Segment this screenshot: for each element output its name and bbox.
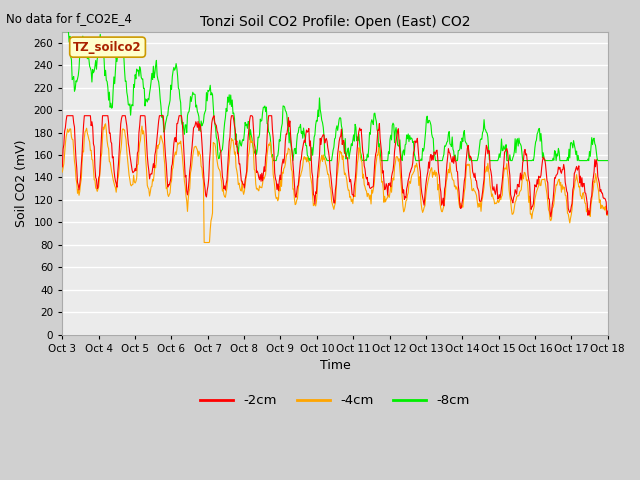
Text: No data for f_CO2E_4: No data for f_CO2E_4 bbox=[6, 12, 132, 25]
Y-axis label: Soil CO2 (mV): Soil CO2 (mV) bbox=[15, 139, 28, 227]
Legend: -2cm, -4cm, -8cm: -2cm, -4cm, -8cm bbox=[195, 389, 476, 413]
Text: TZ_soilco2: TZ_soilco2 bbox=[73, 41, 142, 54]
X-axis label: Time: Time bbox=[319, 359, 350, 372]
Title: Tonzi Soil CO2 Profile: Open (East) CO2: Tonzi Soil CO2 Profile: Open (East) CO2 bbox=[200, 15, 470, 29]
